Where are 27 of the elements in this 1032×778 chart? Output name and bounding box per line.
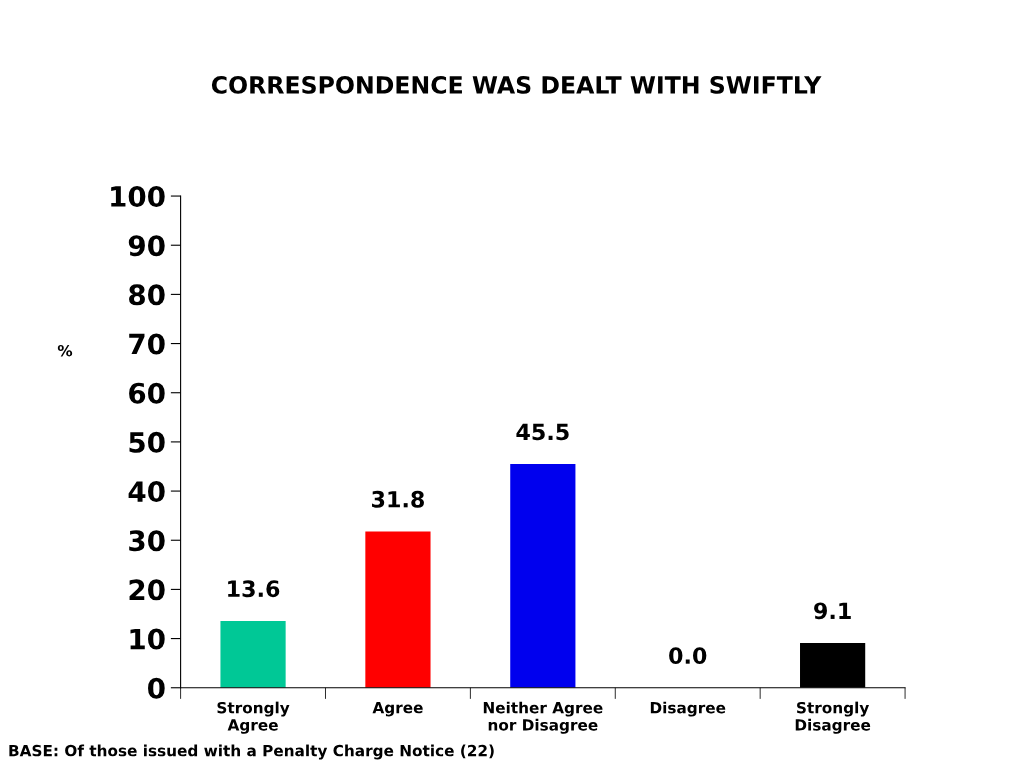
bar bbox=[365, 531, 431, 688]
data-label: 45.5 bbox=[516, 423, 569, 441]
y-tick-label: 10 bbox=[130, 628, 165, 650]
y-tick-label: 30 bbox=[129, 530, 165, 552]
x-tick-label: Strongly Disagree bbox=[795, 701, 871, 734]
y-tick-label: 20 bbox=[129, 579, 165, 601]
x-tick-label: Agree bbox=[372, 701, 423, 717]
y-axis-title: % bbox=[57, 344, 73, 357]
y-tick-label: 0 bbox=[148, 677, 165, 699]
bar bbox=[220, 620, 286, 688]
x-tick-label: Neither Agree nor Disagree bbox=[483, 701, 603, 734]
y-tick-label: 40 bbox=[128, 481, 165, 503]
data-label: 13.6 bbox=[228, 580, 280, 598]
x-tick-label: Disagree bbox=[650, 701, 726, 717]
y-tick-label: 80 bbox=[129, 284, 165, 306]
y-tick-label: 70 bbox=[129, 333, 165, 355]
y-tick-label: 60 bbox=[129, 382, 165, 404]
y-tick-label: 100 bbox=[111, 185, 165, 207]
x-tick-label: Strongly Agree bbox=[217, 701, 290, 734]
data-label: 9.1 bbox=[814, 602, 851, 620]
bar bbox=[510, 464, 576, 688]
data-label: 31.8 bbox=[372, 490, 424, 508]
y-tick-label: 90 bbox=[128, 235, 165, 257]
text: BASE: Of those issued with a Penalty Charge Notice (22) bbox=[9, 744, 494, 760]
y-tick-label: 50 bbox=[129, 431, 165, 453]
chart-title: CORRESPONDENCE WAS DEALT WITH SWIFTLY bbox=[211, 75, 822, 94]
data-label: 0.0 bbox=[669, 647, 707, 664]
